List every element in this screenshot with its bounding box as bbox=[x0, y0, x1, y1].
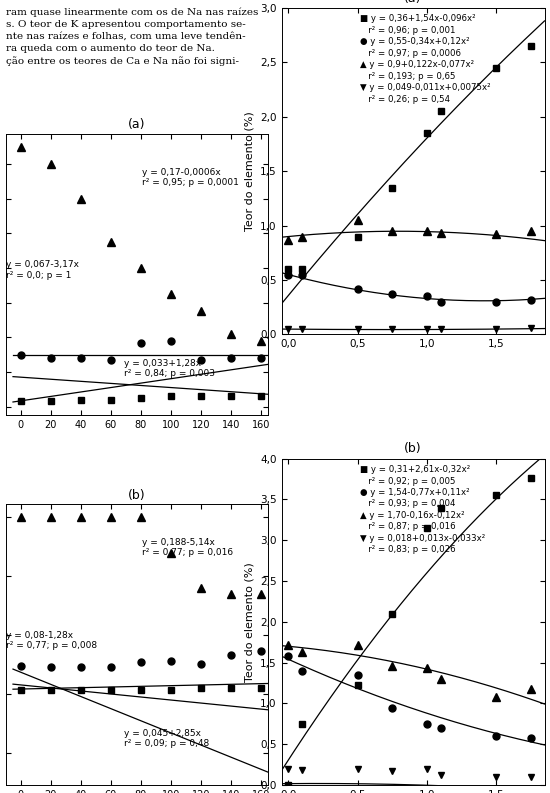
Text: ■ y = 0,31+2,61x-0,32x²
   r² = 0,92; p = 0,005
● y = 1,54-0,77x+0,11x²
   r² = : ■ y = 0,31+2,61x-0,32x² r² = 0,92; p = 0… bbox=[360, 465, 486, 554]
Text: y = 0,188-5,14x
r² = 0,77; p = 0,016: y = 0,188-5,14x r² = 0,77; p = 0,016 bbox=[142, 538, 233, 557]
Text: (b): (b) bbox=[404, 442, 422, 455]
Text: ■ y = 0,36+1,54x-0,096x²
   r² = 0,96; p = 0,001
● y = 0,55-0,34x+0,12x²
   r² =: ■ y = 0,36+1,54x-0,096x² r² = 0,96; p = … bbox=[360, 14, 491, 104]
Text: y = 0,08-1,28x
r² = 0,77; p = 0,008: y = 0,08-1,28x r² = 0,77; p = 0,008 bbox=[6, 630, 97, 650]
Y-axis label: Teor do elemento (%): Teor do elemento (%) bbox=[245, 562, 255, 682]
Text: (a): (a) bbox=[404, 0, 422, 5]
Text: (b): (b) bbox=[128, 488, 146, 502]
Text: ram quase linearmente com os de Na nas raízes
s. O teor de K apresentou comporta: ram quase linearmente com os de Na nas r… bbox=[6, 8, 258, 66]
Text: y = 0,033+1,28x
r² = 0,84; p = 0,003: y = 0,033+1,28x r² = 0,84; p = 0,003 bbox=[124, 358, 215, 378]
Text: y = 0,067-3,17x
r² = 0,0; p = 1: y = 0,067-3,17x r² = 0,0; p = 1 bbox=[6, 260, 79, 280]
Y-axis label: Teor do elemento (%): Teor do elemento (%) bbox=[245, 111, 255, 231]
Text: y = 0,045+2,85x
r² = 0,09; p = 0,48: y = 0,045+2,85x r² = 0,09; p = 0,48 bbox=[124, 729, 209, 749]
Text: (a): (a) bbox=[128, 118, 146, 132]
Text: y = 0,17-0,0006x
r² = 0,95; p = 0,0001: y = 0,17-0,0006x r² = 0,95; p = 0,0001 bbox=[142, 168, 239, 187]
